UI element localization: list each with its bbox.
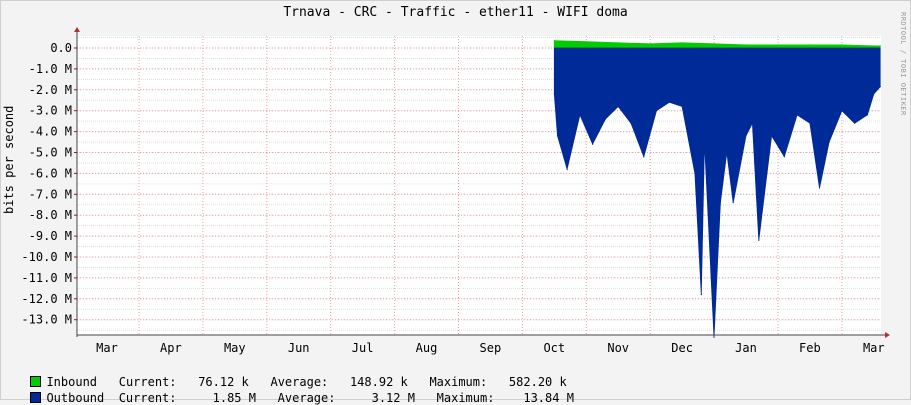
x-tick-label: Jul [352, 341, 374, 355]
data-point-inbound [713, 43, 715, 45]
x-tick-label: Nov [607, 341, 629, 355]
x-tick-label: Mar [863, 341, 885, 355]
data-point-outbound [566, 168, 568, 170]
data-point-outbound [771, 135, 773, 137]
data-point-inbound [777, 44, 779, 46]
x-tick-label: Oct [543, 341, 565, 355]
data-point-outbound [719, 202, 722, 204]
data-point-outbound [579, 114, 581, 116]
y-tick-label: -6.0 M [29, 166, 72, 180]
y-tick-label: -2.0 M [29, 83, 72, 97]
data-point-outbound [604, 118, 607, 120]
legend-row-inbound: Inbound Current: 76.12 k Average: 148.92… [16, 361, 567, 389]
data-point-outbound [668, 101, 670, 103]
data-point-outbound [592, 143, 594, 145]
chart-title: Trnava - CRC - Traffic - ether11 - WIFI … [283, 5, 628, 20]
data-point-outbound [556, 135, 559, 137]
y-tick-label: -3.0 M [29, 104, 72, 118]
x-tick-label: Mar [96, 341, 118, 355]
data-point-inbound [681, 42, 683, 44]
inbound-average: 148.92 k [349, 375, 408, 389]
data-point-outbound [751, 122, 754, 124]
legend-row-outbound: Outbound Current: 1.85 M Average: 3.12 M… [16, 377, 574, 405]
inbound-current: 76.12 k [198, 375, 249, 389]
outbound-current: 1.85 M [212, 391, 256, 405]
outbound-average: 3.12 M [371, 391, 415, 405]
legend-series-name: Outbound [46, 391, 105, 405]
data-point-outbound [809, 122, 811, 124]
x-tick-label: Feb [799, 341, 821, 355]
x-tick-label: Jan [735, 341, 757, 355]
data-point-outbound [681, 105, 683, 108]
y-tick-label: -8.0 M [29, 208, 72, 222]
inbound-swatch [30, 376, 42, 387]
y-tick-label: -5.0 M [29, 146, 72, 160]
x-tick-label: Sep [480, 341, 502, 355]
data-point-outbound [703, 141, 706, 143]
y-axis-arrow [74, 27, 80, 32]
data-point-outbound [700, 294, 702, 296]
data-point-outbound [745, 135, 747, 137]
data-point-outbound [726, 151, 728, 154]
outbound-swatch [30, 392, 42, 403]
data-point-outbound [630, 122, 632, 124]
x-tick-label: Apr [160, 341, 182, 355]
y-tick-label: -1.0 M [29, 62, 72, 76]
y-tick-label: -11.0 M [21, 271, 72, 285]
data-point-outbound [732, 202, 734, 204]
data-point-inbound [873, 45, 875, 47]
data-point-inbound [809, 44, 811, 46]
data-point-outbound [783, 156, 785, 158]
data-point-outbound [841, 110, 843, 112]
data-point-outbound [854, 122, 856, 124]
x-tick-label: Jun [288, 341, 310, 355]
data-point-outbound [553, 93, 555, 95]
data-point-outbound [617, 105, 619, 108]
data-point-inbound [585, 41, 587, 43]
data-point-inbound [879, 45, 881, 47]
data-point-inbound [649, 43, 651, 45]
y-tick-label: -7.0 M [29, 187, 72, 201]
y-tick-label: -10.0 M [21, 250, 72, 264]
x-tick-label: May [224, 341, 246, 355]
data-point-inbound [553, 40, 555, 42]
rrdtool-watermark: RRDTOOL / TOBI OETIKER [899, 12, 907, 116]
data-point-outbound [713, 336, 715, 338]
data-point-outbound [879, 86, 881, 88]
data-point-outbound [694, 172, 696, 174]
x-tick-label: Aug [416, 341, 438, 355]
data-point-outbound [796, 114, 798, 116]
y-tick-label: -12.0 M [21, 292, 72, 306]
data-point-outbound [873, 93, 875, 95]
x-tick-label: Dec [671, 341, 693, 355]
outbound-maximum: 13.84 M [523, 391, 574, 405]
y-tick-label: -9.0 M [29, 229, 72, 243]
y-tick-label: -4.0 M [29, 125, 72, 139]
data-point-outbound [866, 114, 869, 116]
data-point-outbound [655, 110, 658, 112]
y-tick-label: 0.0 [50, 41, 72, 55]
data-point-outbound [643, 156, 645, 158]
y-tick-label: -13.0 M [21, 313, 72, 327]
data-point-inbound [841, 44, 843, 46]
legend-series-name: Inbound [46, 375, 98, 389]
data-point-outbound [758, 239, 760, 241]
series-area-outbound [553, 47, 881, 338]
x-axis-arrow [885, 332, 890, 338]
inbound-maximum: 582.20 k [508, 375, 567, 389]
data-point-inbound [617, 42, 619, 44]
data-point-outbound [828, 141, 830, 143]
data-point-outbound [818, 187, 821, 189]
data-point-inbound [745, 44, 747, 46]
